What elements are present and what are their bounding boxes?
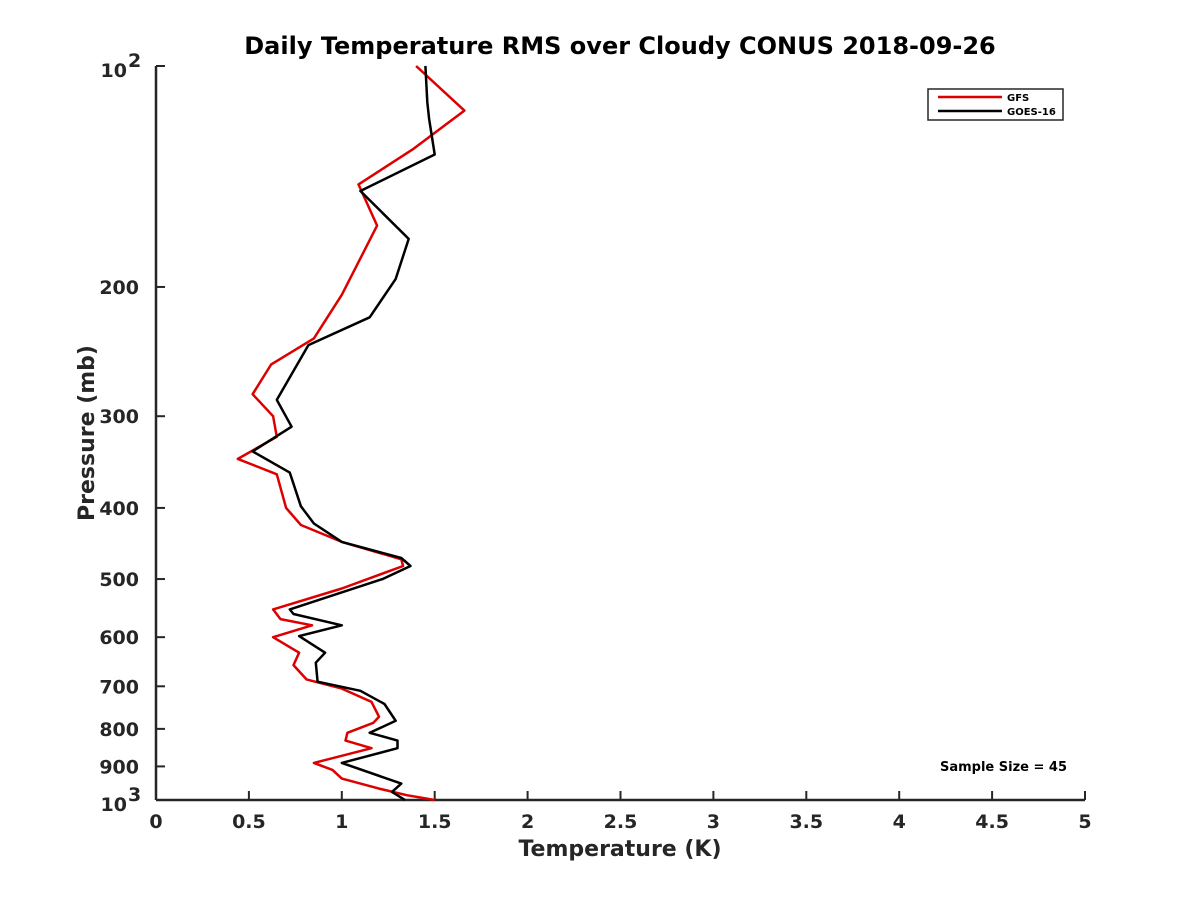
y-tick-label: 900: [99, 756, 139, 778]
legend: GFS GOES-16: [927, 88, 1064, 121]
series-layer: [236, 65, 466, 802]
y-tick-label: 400: [99, 498, 139, 520]
x-tick-label: 4: [893, 811, 906, 833]
legend-label-gfs: GFS: [1007, 93, 1029, 104]
sample-size-annotation: Sample Size = 45: [940, 760, 1067, 775]
y-tick-label-base: 10: [101, 794, 127, 816]
y-tick-label-base: 10: [101, 60, 127, 82]
y-tick-label: 700: [99, 676, 139, 698]
x-tick-label: 0.5: [232, 811, 266, 833]
x-tick-label: 2: [521, 811, 534, 833]
y-tick-label-exponent: 2: [128, 50, 141, 72]
y-tick-label: 500: [99, 569, 139, 591]
x-tick-label: 5: [1078, 811, 1091, 833]
y-tick-label: 300: [99, 406, 139, 428]
x-tick-label: 3.5: [789, 811, 823, 833]
x-tick-label: 1: [335, 811, 348, 833]
x-tick-label: 2.5: [604, 811, 638, 833]
series-line-gfs: [236, 65, 466, 802]
y-tick-label: 800: [99, 719, 139, 741]
y-tick-label: 600: [99, 627, 139, 649]
y-axis-label: Pressure (mb): [75, 345, 100, 521]
x-tick-label: 1.5: [418, 811, 452, 833]
x-tick-label: 4.5: [975, 811, 1009, 833]
y-tick-label: 200: [99, 277, 139, 299]
x-ticks: 0 0.5 1 1.5 2 2.5 3 3.5 4 4.5 5: [149, 791, 1092, 833]
x-axis-label: Temperature (K): [518, 837, 721, 862]
x-tick-label: 3: [707, 811, 720, 833]
series-line-goes16: [251, 65, 436, 802]
y-tick-label-exponent: 3: [128, 784, 141, 806]
legend-label-goes16: GOES-16: [1007, 107, 1056, 118]
x-tick-label: 0: [149, 811, 162, 833]
chart-title: Daily Temperature RMS over Cloudy CONUS …: [244, 32, 996, 60]
legend-box: [927, 88, 1064, 121]
